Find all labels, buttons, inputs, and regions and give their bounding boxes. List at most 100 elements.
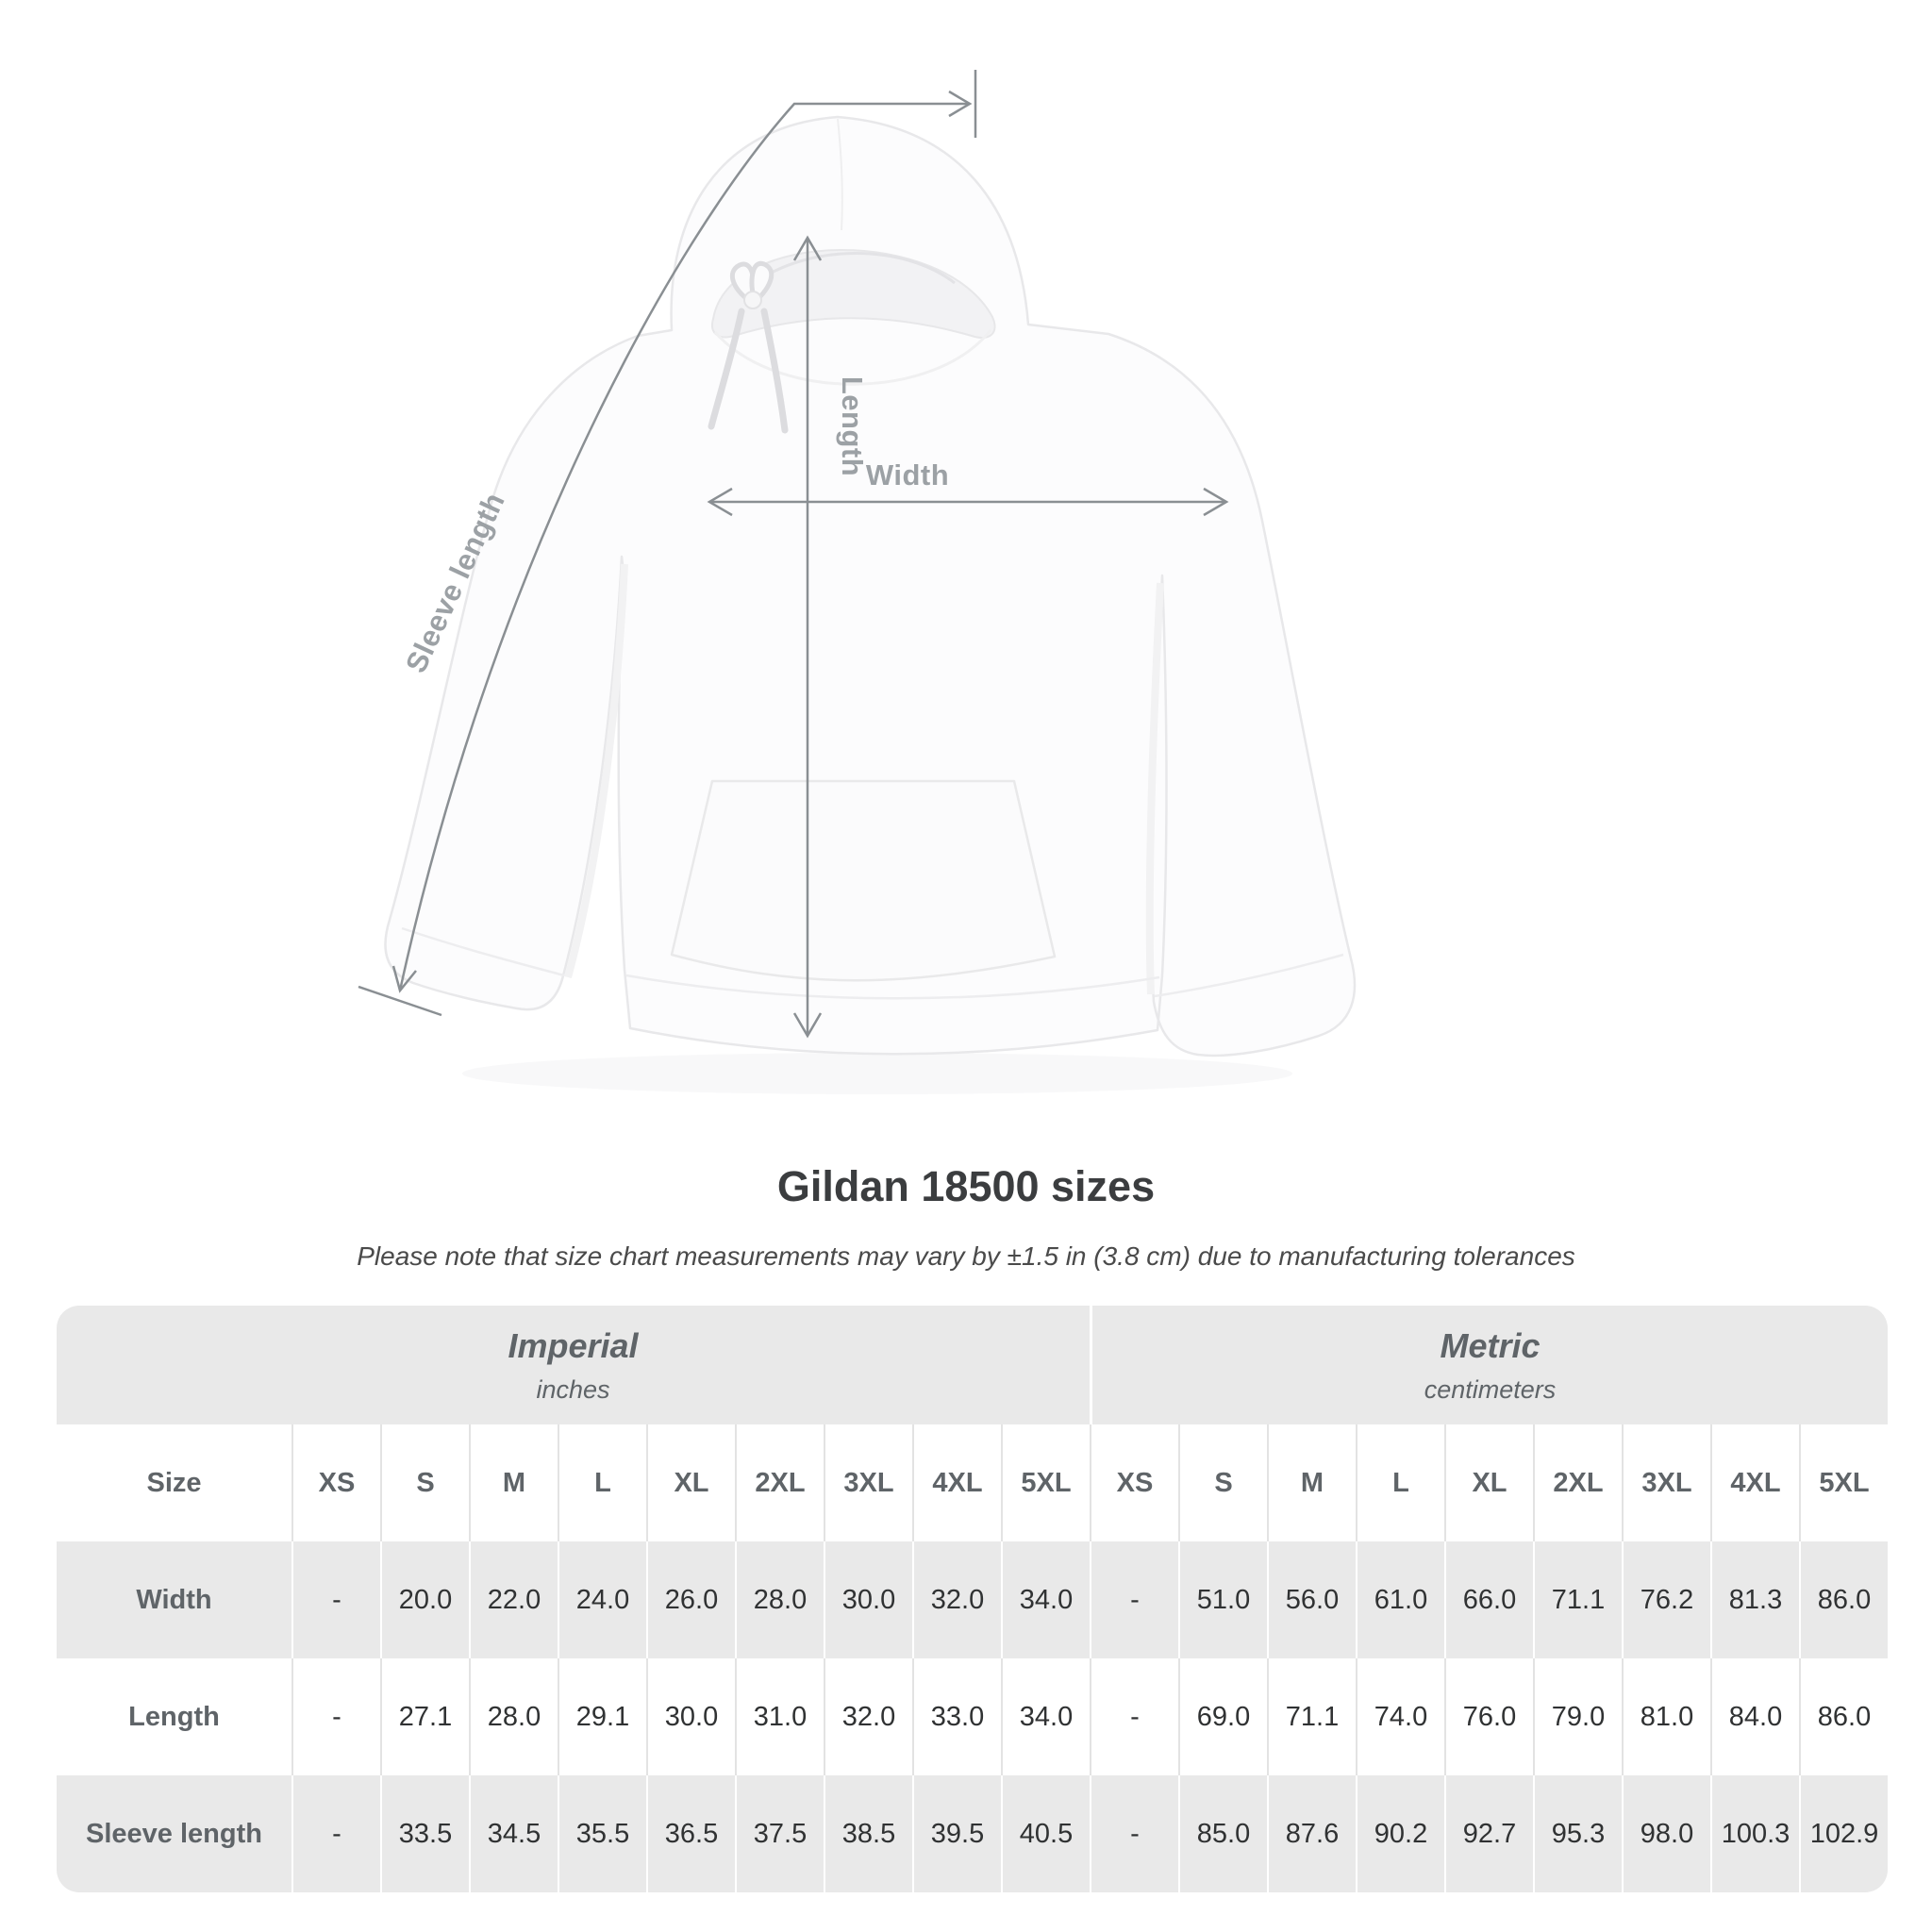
value-cell-metric-text: -	[1130, 1818, 1140, 1849]
value-cell-metric-text: 81.3	[1728, 1584, 1783, 1615]
value-cell-imperial-text: 30.0	[664, 1701, 719, 1732]
value-cell-metric-text: 81.0	[1640, 1701, 1694, 1732]
value-cell-imperial: 24.0	[558, 1541, 646, 1658]
size-header-metric-3xl: 3XL	[1622, 1424, 1710, 1541]
value-cell-metric-text: 100.3	[1721, 1818, 1790, 1849]
value-cell-imperial-text: 37.5	[753, 1818, 808, 1849]
sleeve-measure-line	[358, 70, 977, 1017]
size-header-imperial-m-text: M	[502, 1467, 526, 1498]
value-cell-imperial-text: 32.0	[930, 1584, 985, 1615]
size-header-metric-s-text: S	[1214, 1467, 1233, 1498]
size-column-label-text: Size	[146, 1467, 202, 1498]
size-header-imperial-3xl-text: 3XL	[843, 1467, 894, 1498]
metric-label: Metric	[1440, 1325, 1541, 1365]
imperial-label: Imperial	[508, 1325, 639, 1365]
size-header-metric-m-text: M	[1300, 1467, 1324, 1498]
value-cell-imperial-text: 20.0	[398, 1584, 453, 1615]
imperial-group-header: Imperial inches	[57, 1306, 1090, 1424]
size-header-metric-2xl-text: 2XL	[1553, 1467, 1604, 1498]
width-measure-line	[707, 487, 1229, 517]
hoodie-shadow	[462, 1053, 1292, 1094]
value-cell-metric-text: 87.6	[1285, 1818, 1340, 1849]
size-header-imperial-s-text: S	[416, 1467, 435, 1498]
size-column-label: Size	[57, 1424, 291, 1541]
value-cell-imperial-text: 34.0	[1019, 1701, 1074, 1732]
value-cell-imperial: 20.0	[380, 1541, 469, 1658]
value-cell-metric-text: 71.1	[1551, 1584, 1606, 1615]
value-cell-metric: 102.9	[1799, 1775, 1888, 1892]
size-header-metric-xl: XL	[1444, 1424, 1533, 1541]
imperial-unit: inches	[536, 1374, 610, 1404]
size-header-imperial-5xl: 5XL	[1001, 1424, 1090, 1541]
value-cell-metric: 100.3	[1710, 1775, 1799, 1892]
value-cell-imperial: 33.0	[912, 1658, 1001, 1775]
value-cell-imperial-text: 33.0	[930, 1701, 985, 1732]
size-header-metric-m: M	[1267, 1424, 1356, 1541]
value-cell-imperial: -	[291, 1658, 380, 1775]
size-table: Imperial inches Metric centimeters Size X…	[57, 1306, 1888, 1892]
value-cell-metric-text: 86.0	[1817, 1584, 1872, 1615]
value-cell-imperial-text: 28.0	[487, 1701, 541, 1732]
value-cell-imperial: -	[291, 1541, 380, 1658]
size-header-imperial-xl-text: XL	[674, 1467, 709, 1498]
value-cell-imperial: 35.5	[558, 1775, 646, 1892]
value-cell-metric-text: 61.0	[1374, 1584, 1428, 1615]
value-cell-metric: 71.1	[1267, 1658, 1356, 1775]
value-cell-imperial-text: 36.5	[664, 1818, 719, 1849]
value-cell-metric-text: 102.9	[1809, 1818, 1879, 1849]
value-cell-imperial: 34.0	[1001, 1541, 1090, 1658]
value-cell-metric-text: 51.0	[1196, 1584, 1251, 1615]
value-cell-imperial-text: 31.0	[753, 1701, 808, 1732]
width-label: Width	[866, 458, 949, 491]
value-cell-metric: 92.7	[1444, 1775, 1533, 1892]
value-cell-imperial-text: 38.5	[841, 1818, 896, 1849]
value-cell-metric-text: 79.0	[1551, 1701, 1606, 1732]
hood-center-seam	[837, 118, 843, 231]
size-header-metric-4xl-text: 4XL	[1730, 1467, 1781, 1498]
row-label: Sleeve length	[57, 1775, 291, 1892]
value-cell-imperial: 32.0	[824, 1658, 912, 1775]
size-header-imperial-4xl-text: 4XL	[932, 1467, 983, 1498]
value-cell-metric-text: 98.0	[1640, 1818, 1694, 1849]
tolerance-note: Please note that size chart measurements…	[357, 1241, 1575, 1271]
drawstrings	[708, 260, 789, 434]
value-cell-imperial: 38.5	[824, 1775, 912, 1892]
value-cell-metric: 76.2	[1622, 1541, 1710, 1658]
row-label-text: Width	[136, 1584, 212, 1615]
value-cell-imperial: 34.0	[1001, 1658, 1090, 1775]
value-cell-metric-text: 85.0	[1196, 1818, 1251, 1849]
left-sleeve-seam	[564, 563, 628, 979]
size-header-metric-xs-text: XS	[1116, 1467, 1154, 1498]
value-cell-metric: 87.6	[1267, 1775, 1356, 1892]
value-cell-imperial-text: 35.5	[575, 1818, 630, 1849]
right-cuff-line	[1154, 953, 1344, 998]
value-cell-metric: 81.0	[1622, 1658, 1710, 1775]
value-cell-imperial-text: 28.0	[753, 1584, 808, 1615]
value-cell-metric: 71.1	[1533, 1541, 1622, 1658]
hoodie-illustration	[384, 115, 1357, 1058]
size-header-metric-l-text: L	[1392, 1467, 1409, 1498]
value-cell-metric-text: 95.3	[1551, 1818, 1606, 1849]
value-cell-metric-text: -	[1130, 1584, 1140, 1615]
value-cell-metric: 85.0	[1178, 1775, 1267, 1892]
value-cell-imperial: 31.0	[735, 1658, 824, 1775]
size-header-metric-5xl: 5XL	[1799, 1424, 1888, 1541]
value-cell-metric-text: -	[1130, 1701, 1140, 1732]
value-cell-imperial: 33.5	[380, 1775, 469, 1892]
value-cell-metric: 86.0	[1799, 1658, 1888, 1775]
value-cell-metric: 84.0	[1710, 1658, 1799, 1775]
value-cell-imperial: 26.0	[646, 1541, 735, 1658]
value-cell-metric: -	[1090, 1775, 1178, 1892]
size-header-imperial-l: L	[558, 1424, 646, 1541]
size-header-imperial-3xl: 3XL	[824, 1424, 912, 1541]
value-cell-imperial-text: 39.5	[930, 1818, 985, 1849]
value-cell-metric: 86.0	[1799, 1541, 1888, 1658]
value-cell-imperial-text: 26.0	[664, 1584, 719, 1615]
value-cell-imperial: 27.1	[380, 1658, 469, 1775]
value-cell-imperial-text: -	[332, 1818, 341, 1849]
value-cell-imperial: 36.5	[646, 1775, 735, 1892]
hem-band-line	[625, 974, 1160, 1000]
value-cell-metric-text: 84.0	[1728, 1701, 1783, 1732]
value-cell-metric: 56.0	[1267, 1541, 1356, 1658]
length-label: Length	[836, 376, 869, 476]
